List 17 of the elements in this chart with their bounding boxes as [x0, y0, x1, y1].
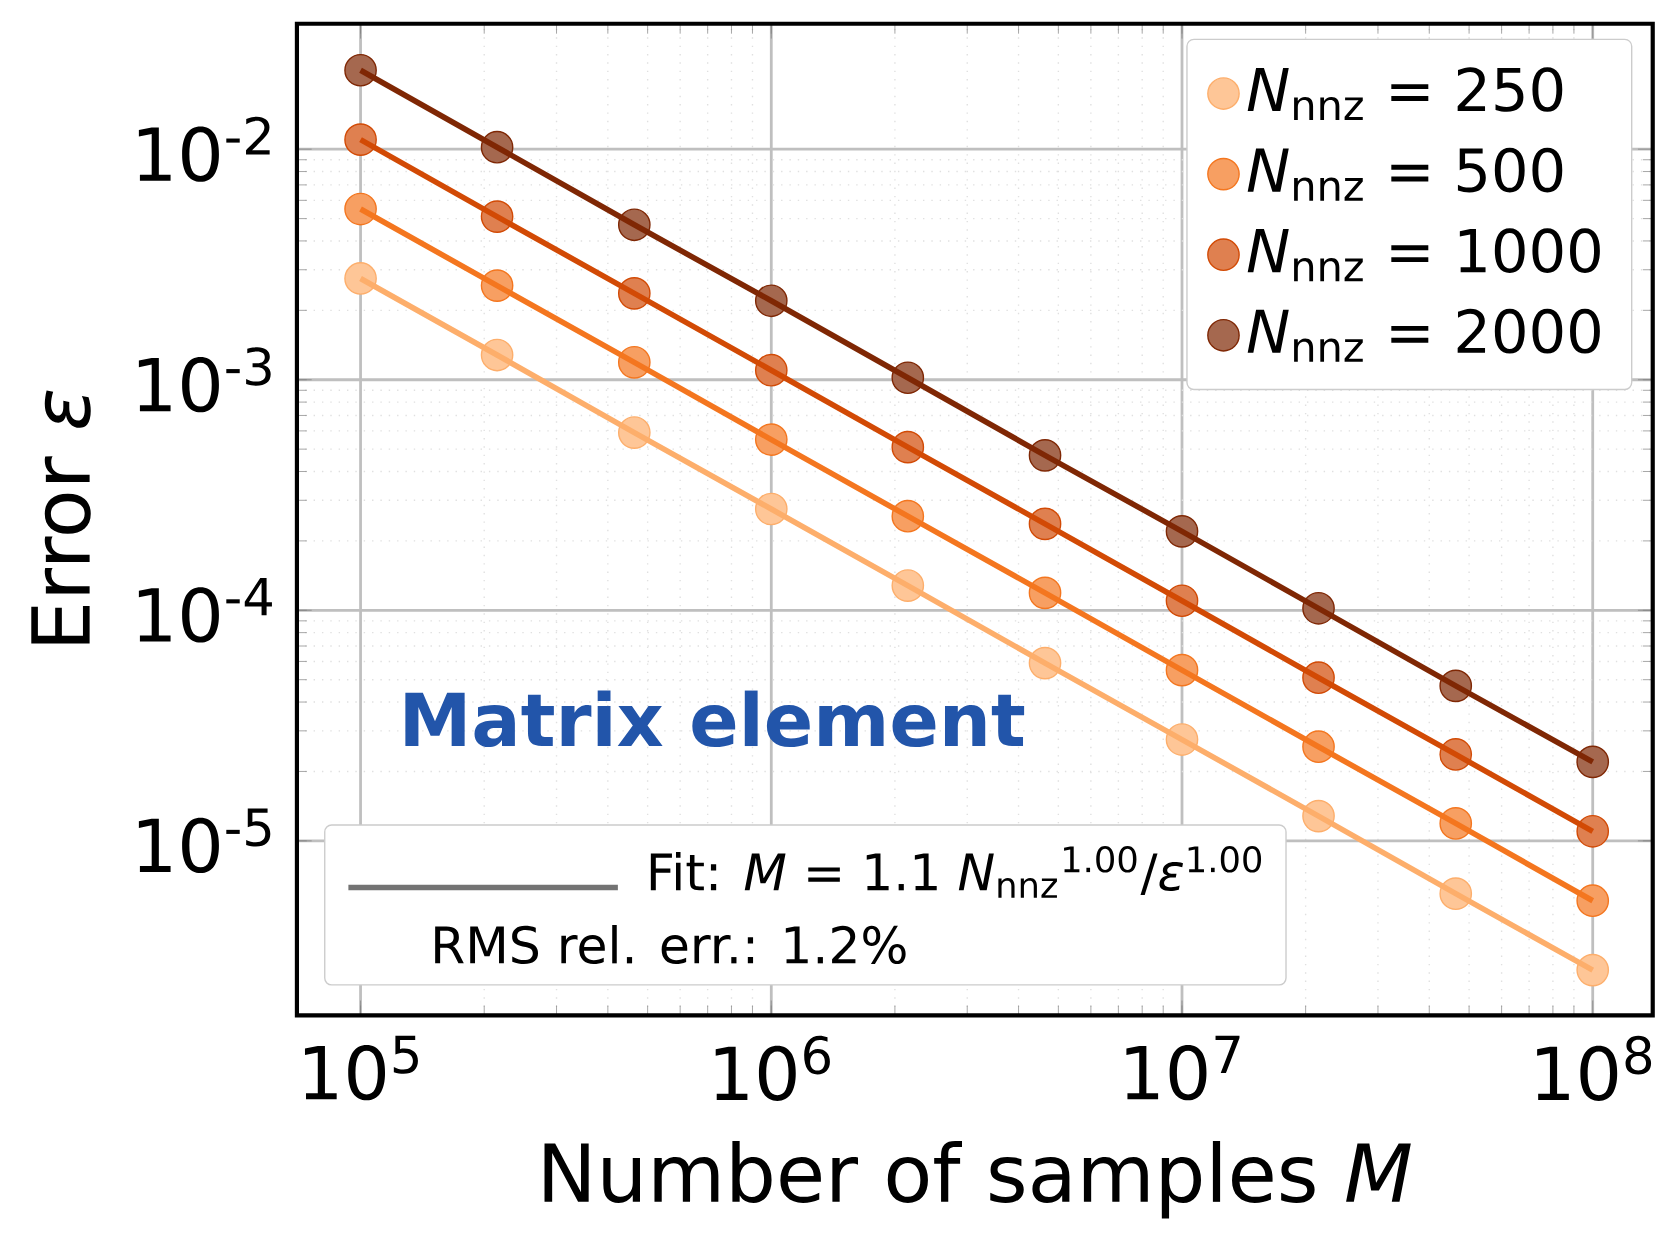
y-axis-title: Error ε — [31, 390, 91, 644]
x-tick-label: 10$^{7}$ — [1126, 1035, 1240, 1101]
legend-label: N$_{nnz}$ = 500 — [1247, 147, 1563, 201]
y-tick-label: 10$^{-4}$ — [138, 577, 272, 643]
legend-label: N$_{nnz}$ = 1000 — [1247, 228, 1600, 282]
annotation: RMS rel. err.: 1.2% — [435, 924, 906, 964]
text: Fit: M = 1.1 N$_{nnz}$$^{1.00}$/ε$^{1.00}$ — [650, 845, 1262, 898]
legend-label: N$_{nnz}$ = 250 — [1247, 67, 1563, 120]
x-tick-label: 10$^{8}$ — [1537, 1035, 1652, 1101]
annotation: Matrix element — [405, 690, 1025, 747]
y-tick-label: 10$^{-5}$ — [138, 808, 271, 874]
x-axis-title: Number of samples M — [544, 1140, 1411, 1219]
x-tick-label: 10$^{5}$ — [304, 1035, 418, 1101]
y-tick-label: 10$^{-3}$ — [138, 347, 271, 413]
x-tick-label: 10$^{6}$ — [715, 1035, 830, 1101]
y-tick-label: 10$^{-2}$ — [138, 116, 270, 182]
legend-label: N$_{nnz}$ = 2000 — [1247, 308, 1600, 362]
